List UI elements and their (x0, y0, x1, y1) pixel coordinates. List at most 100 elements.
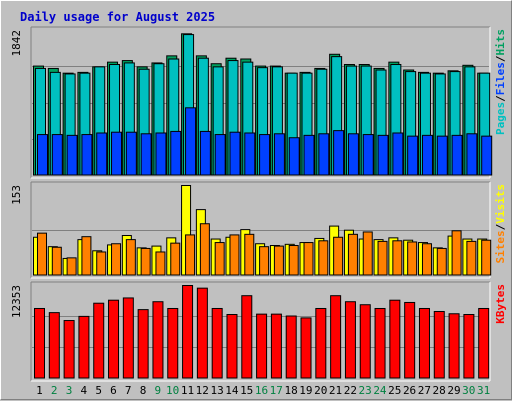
kbytes-legend-part: KBytes (494, 284, 507, 324)
kbytes-bar (389, 299, 401, 379)
sites-bar (140, 247, 151, 276)
kbytes-ymax-label: 12353 (10, 285, 23, 318)
hits-legend-part: / (494, 55, 507, 62)
sites-bar (362, 231, 373, 276)
sites-bar (347, 233, 358, 276)
sites-bar (229, 234, 240, 276)
kbytes-bar (256, 313, 268, 379)
kbytes-bar (122, 297, 134, 379)
sites-bar (333, 236, 344, 276)
kbytes-bar (285, 315, 297, 379)
pages-bar (229, 131, 241, 176)
x-tick-label: 12 (196, 384, 209, 397)
x-tick-label: 9 (155, 384, 162, 397)
pages-bar (303, 134, 315, 176)
kbytes-bar (463, 314, 475, 379)
x-tick-label: 10 (166, 384, 179, 397)
x-tick-label: 11 (181, 384, 194, 397)
pages-bar (451, 134, 463, 176)
sites-bar (81, 236, 92, 276)
sites-bar (125, 239, 136, 276)
pages-bar (244, 132, 256, 176)
pages-bar (259, 134, 271, 176)
sites-bar (481, 239, 492, 276)
kbytes-bar (108, 299, 120, 379)
pages-bar (436, 135, 448, 176)
hits-legend-part: Pages (494, 102, 507, 135)
sites-bar (96, 251, 107, 276)
pages-bar (407, 135, 419, 176)
x-tick-label: 20 (314, 384, 327, 397)
sites-bar (451, 230, 462, 276)
kbytes-bar (63, 320, 75, 379)
x-tick-label: 24 (373, 384, 387, 397)
x-tick-label: 22 (344, 384, 357, 397)
pages-bar (421, 134, 433, 176)
x-tick-label: 16 (255, 384, 268, 397)
hits-ymax-label: 1842 (10, 30, 23, 57)
sites-bar (377, 240, 388, 276)
kbytes-bar (226, 314, 238, 379)
pages-bar (288, 137, 300, 176)
sites-bar (303, 242, 314, 276)
visits-legend-part: / (494, 223, 507, 230)
visits-legend-part: Visits (494, 184, 507, 224)
x-tick-label: 29 (447, 384, 460, 397)
pages-bar (333, 130, 345, 176)
visits-legend-part: Sites (494, 230, 507, 263)
pages-bar (481, 135, 493, 176)
pages-bar (111, 131, 123, 176)
kbytes-bar (404, 301, 416, 379)
visits-ymax-label: 153 (10, 185, 23, 205)
sites-bar (436, 247, 447, 276)
pages-bar (377, 134, 389, 176)
kbytes-bar (330, 295, 342, 379)
x-tick-label: 25 (388, 384, 401, 397)
chart-title: Daily usage for August 2025 (20, 10, 215, 24)
pages-bar (51, 134, 63, 176)
kbytes-bar (196, 287, 208, 379)
x-tick-label: 6 (110, 384, 117, 397)
sites-bar (392, 240, 403, 276)
pages-bar (318, 133, 330, 176)
kbytes-bar (34, 307, 45, 379)
x-tick-label: 8 (140, 384, 147, 397)
kbytes-legend: KBytes (494, 284, 507, 324)
hits-legend-part: Files (494, 62, 507, 95)
x-tick-label: 7 (125, 384, 132, 397)
kbytes-bar (78, 315, 90, 379)
kbytes-bar (359, 304, 371, 379)
pages-bar (362, 134, 374, 176)
kbytes-bar (93, 302, 105, 379)
pages-bar (466, 133, 478, 176)
sites-bar (111, 243, 122, 276)
kbytes-bar (374, 307, 386, 379)
x-tick-label: 2 (51, 384, 58, 397)
kbytes-bar (478, 307, 490, 379)
hits-legend-part: Hits (494, 29, 507, 56)
x-tick-label: 31 (477, 384, 490, 397)
x-tick-label: 1 (36, 384, 43, 397)
pages-bar (81, 134, 93, 176)
x-tick-label: 28 (433, 384, 446, 397)
x-tick-label: 30 (462, 384, 475, 397)
pages-bar (37, 134, 48, 176)
x-tick-label: 18 (284, 384, 297, 397)
pages-bar (347, 133, 359, 176)
sites-bar (407, 241, 418, 276)
pages-bar (125, 131, 137, 176)
pages-bar (273, 133, 285, 176)
sites-bar (214, 242, 225, 276)
kbytes-bar (211, 307, 223, 379)
pages-bar (170, 130, 182, 176)
hits-legend: Pages/Files/Hits (494, 29, 507, 135)
sites-bar (318, 240, 329, 276)
kbytes-bar (315, 307, 327, 379)
kbytes-bar (344, 301, 356, 379)
x-tick-label: 14 (225, 384, 239, 397)
kbytes-bar (241, 295, 253, 379)
kbytes-bar (448, 313, 460, 379)
sites-bar (466, 240, 477, 276)
kbytes-bar (270, 313, 282, 379)
sites-bar (421, 243, 432, 276)
